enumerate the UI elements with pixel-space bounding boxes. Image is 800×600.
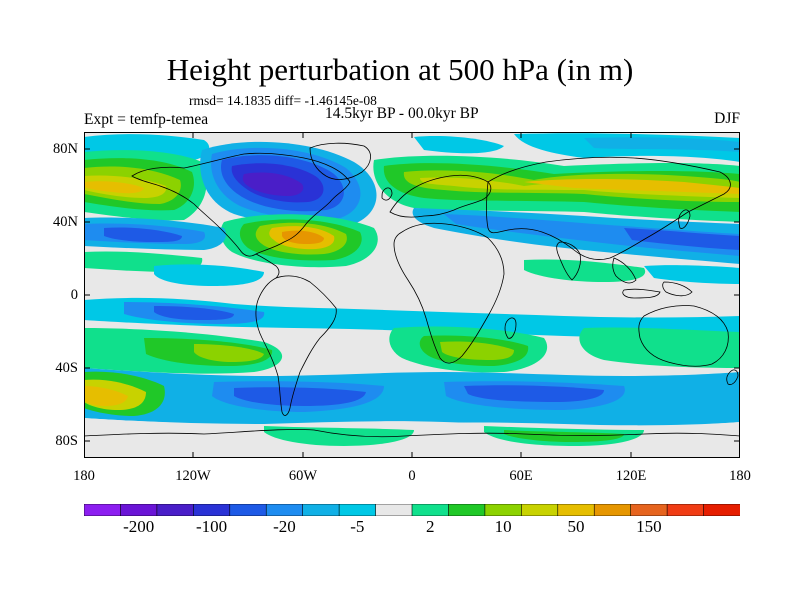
lon-label-60w: 60W xyxy=(288,468,318,484)
colorbar-swatch xyxy=(448,504,486,516)
lat-label-80n: 80N xyxy=(53,141,78,157)
colorbar-swatch xyxy=(120,504,158,516)
experiment-label: Expt = temfp-temea xyxy=(84,111,209,128)
lat-label-80s: 80S xyxy=(55,433,78,449)
axis-ticks xyxy=(84,132,740,458)
colorbar-swatch xyxy=(411,504,450,516)
colorbar-swatch xyxy=(666,504,705,516)
colorbar-label: 10 xyxy=(494,517,512,536)
colorbar-swatch xyxy=(338,504,377,516)
colorbar-swatch xyxy=(557,504,596,516)
season-label: DJF xyxy=(714,110,740,127)
colorbar-swatch xyxy=(593,504,632,516)
lon-label-0: 0 xyxy=(408,468,416,484)
lat-label-40n: 40N xyxy=(53,214,78,230)
colorbar-label: 2 xyxy=(425,517,435,536)
lon-label-60e: 60E xyxy=(509,468,533,484)
map-panel xyxy=(84,132,740,458)
colorbar-swatch xyxy=(302,504,340,516)
colorbar-swatch xyxy=(229,504,268,516)
coastlines xyxy=(84,142,740,438)
colorbar-label: 50 xyxy=(567,517,585,536)
lon-label-120w: 120W xyxy=(175,468,211,484)
stats-text: rmsd= 14.1835 diff= -1.46145e-08 xyxy=(189,93,377,108)
colorbar-label: -20 xyxy=(273,517,296,536)
colorbar-label: -100 xyxy=(195,517,228,536)
colorbar-swatch xyxy=(521,504,559,516)
lat-label-eq: 0 xyxy=(70,287,78,303)
lon-label-120e: 120E xyxy=(615,468,647,484)
colorbar-swatch xyxy=(193,504,231,516)
map-title: Height perturbation at 500 hPa (in m) xyxy=(166,52,634,87)
colorbar-label: 150 xyxy=(636,517,662,536)
colorbar-swatch xyxy=(265,504,304,516)
lon-label-180e: 180 xyxy=(729,468,751,484)
height-field xyxy=(84,132,740,458)
colorbar xyxy=(84,504,740,516)
colorbar-swatch xyxy=(375,504,413,516)
colorbar-swatch xyxy=(703,504,740,516)
colorbar-swatch xyxy=(630,504,668,516)
colorbar-swatch xyxy=(84,504,122,516)
lat-label-40s: 40S xyxy=(55,360,78,376)
lon-label-180w: 180 xyxy=(73,468,95,484)
colorbar-swatch xyxy=(484,504,523,516)
colorbar-swatch xyxy=(156,504,195,516)
period-label: 14.5kyr BP - 00.0kyr BP xyxy=(325,105,479,122)
colorbar-label: -200 xyxy=(123,517,155,536)
colorbar-label: -5 xyxy=(350,517,365,536)
